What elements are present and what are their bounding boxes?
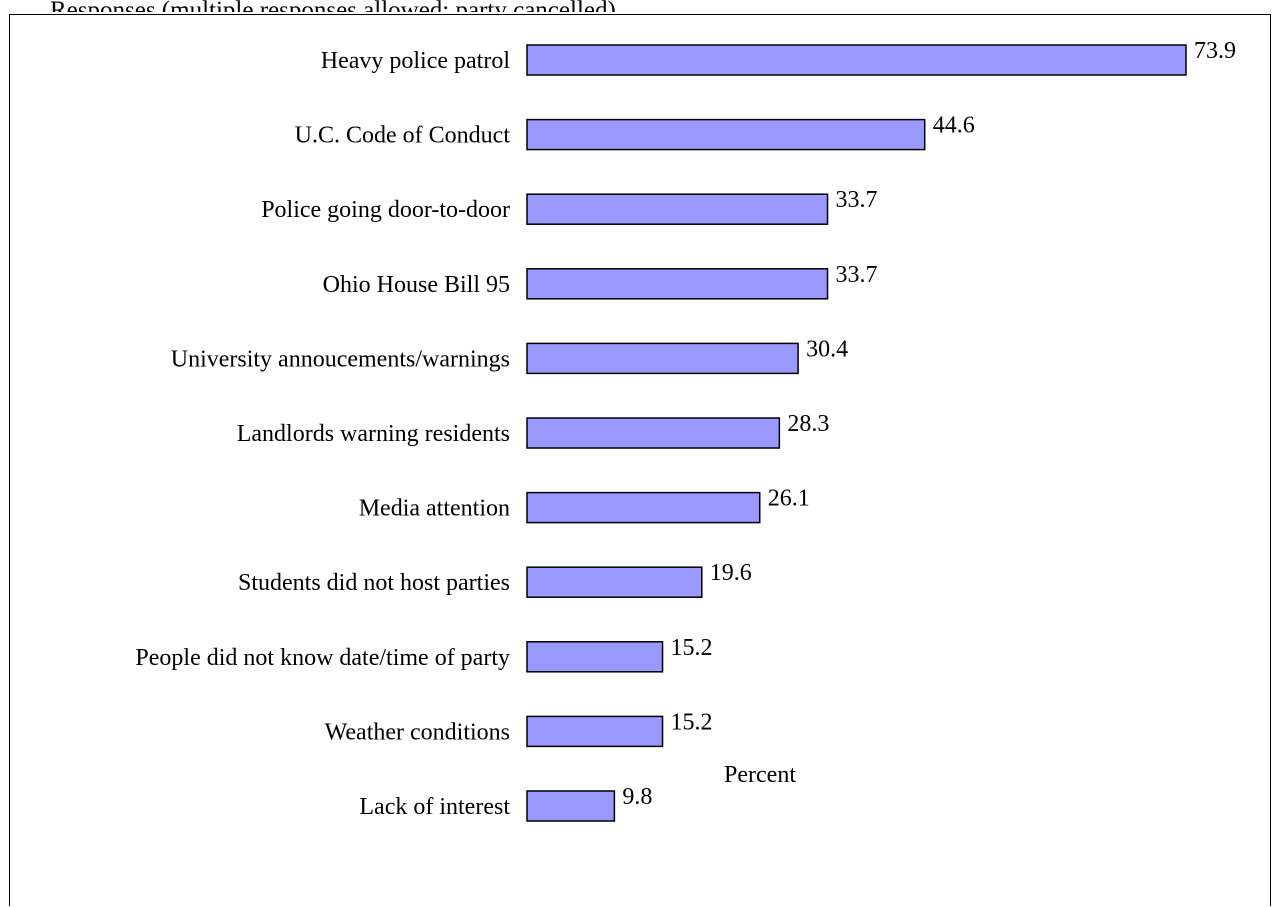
bar [526,491,761,524]
category-label: Ohio House Bill 95 [323,272,510,298]
value-label: 15.2 [671,709,713,735]
value-label: 44.6 [933,113,975,139]
bar [526,193,829,225]
value-label: 19.6 [710,560,752,586]
category-label: Weather conditions [325,719,510,745]
bar-chart: Heavy police patrol 73.9 U.C. Code of Cond… [135,38,1236,822]
bar [526,44,1187,76]
category-label: Lack of interest [359,794,510,820]
category-label: People did not know date/time of party [135,645,510,671]
value-label: 15.2 [671,635,713,661]
category-label: Police going door-to-door [261,197,510,223]
category-label: Media attention [359,496,510,522]
category-label: Students did not host parties [238,570,510,596]
bar [526,641,664,673]
bar [526,417,781,449]
value-label: 33.7 [836,187,878,213]
bar [526,118,926,151]
value-label: 28.3 [787,411,829,437]
bar [526,566,703,598]
bar [526,790,616,822]
cut-off-heading: Responses (multiple responses allowed; p… [50,0,616,12]
value-label: 33.7 [836,262,878,288]
value-label: 26.1 [768,486,810,512]
category-label: Heavy police patrol [321,48,511,74]
category-label: Landlords warning residents [237,421,510,447]
bar [526,342,799,375]
bar [526,268,829,300]
category-label: U.C. Code of Conduct [295,123,511,149]
bar [526,715,664,748]
value-label: 30.4 [806,336,848,362]
bars-group: Heavy police patrol 73.9 U.C. Code of Cond… [135,38,1236,822]
value-label: 73.9 [1194,38,1236,64]
chart-frame: Responses (multiple responses allowed; p… [9,0,1271,906]
value-label: 9.8 [622,784,652,810]
category-label: University annoucements/warnings [171,346,510,372]
x-axis-title: Percent [724,762,796,788]
